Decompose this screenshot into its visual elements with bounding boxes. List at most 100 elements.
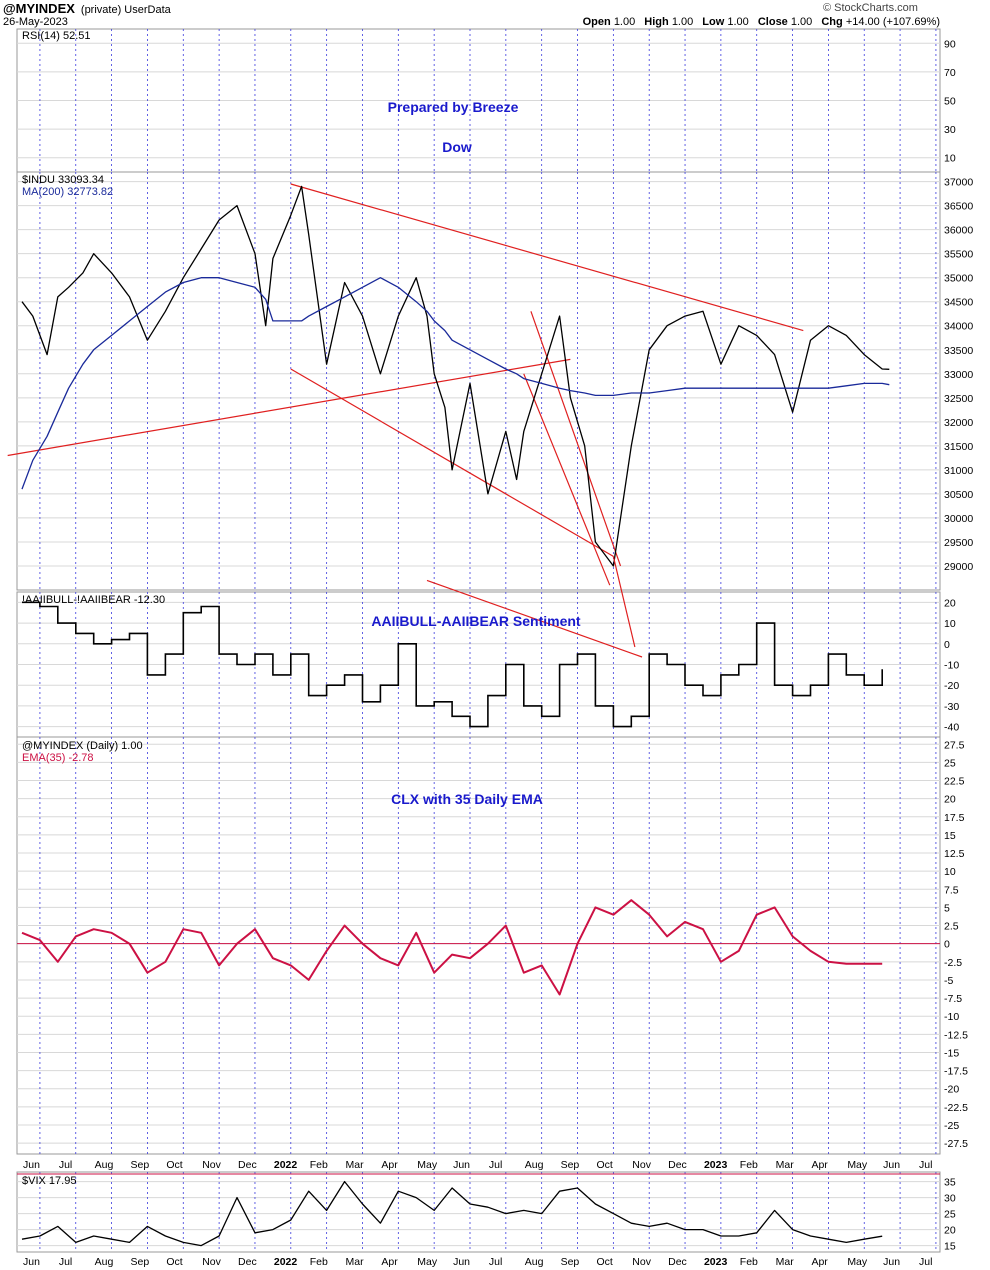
x-tick-label: Apr — [811, 1159, 828, 1171]
x-tick-label: Jun — [453, 1159, 470, 1171]
y-tick-label: 50 — [944, 96, 956, 108]
x-tick-label: Apr — [381, 1256, 398, 1268]
x-tick-label: Dec — [238, 1256, 257, 1268]
y-tick-label: 10 — [944, 618, 956, 630]
x-tick-label: Apr — [811, 1256, 828, 1268]
ema-legend: EMA(35) -2.78 — [22, 752, 94, 764]
y-tick-label: 30000 — [944, 513, 973, 525]
y-tick-label: -2.5 — [944, 957, 962, 969]
y-tick-label: 10 — [944, 866, 956, 878]
x-tick-label: Feb — [740, 1159, 758, 1171]
y-tick-label: -5 — [944, 975, 953, 987]
vix-series — [21, 1180, 883, 1247]
y-tick-label: 30 — [944, 1193, 956, 1205]
panel-frame-price — [16, 171, 941, 591]
trend-line-1 — [7, 358, 571, 457]
panel-frame-myindex — [16, 736, 941, 1155]
y-tick-label: 70 — [944, 67, 956, 79]
ohlc-high-key: High — [644, 16, 669, 28]
x-tick-label: Aug — [525, 1159, 544, 1171]
y-tick-label: 20 — [944, 597, 956, 609]
ohlc-close-value: 1.00 — [790, 16, 813, 28]
x-tick-label: May — [417, 1159, 438, 1171]
x-tick-label: May — [847, 1159, 868, 1171]
chart-date: 26-May-2023 — [3, 16, 68, 28]
x-tick-label: Jul — [919, 1159, 932, 1171]
x-tick-label: Jul — [919, 1256, 932, 1268]
chart-title: @MYINDEX (private) UserData — [3, 1, 171, 16]
y-tick-label: 27.5 — [944, 739, 965, 751]
ohlc-readout: Open 1.00 High 1.00 Low 1.00 Close 1.00 … — [577, 16, 940, 28]
y-tick-label: -22.5 — [944, 1102, 968, 1114]
y-tick-label: -20 — [944, 1084, 959, 1096]
y-tick-label: 35000 — [944, 273, 973, 285]
y-tick-label: 12.5 — [944, 848, 965, 860]
ema35-series — [21, 899, 883, 996]
ohlc-open-key: Open — [582, 16, 611, 28]
x-tick-label: Dec — [238, 1159, 257, 1171]
vix-legend: $VIX 17.95 — [22, 1175, 76, 1187]
annotation-prepared: Prepared by Breeze — [388, 99, 519, 115]
x-tick-label: Nov — [202, 1159, 221, 1171]
y-tick-label: -10 — [944, 660, 959, 672]
ma200-series — [21, 277, 890, 490]
x-tick-label: Aug — [525, 1256, 544, 1268]
y-tick-label: 36000 — [944, 225, 973, 237]
y-tick-label: 20 — [944, 794, 956, 806]
x-tick-label: Jul — [489, 1159, 502, 1171]
x-tick-label: 2022 — [274, 1256, 298, 1268]
x-tick-label: Oct — [166, 1256, 182, 1268]
y-tick-label: 0 — [944, 639, 950, 651]
x-tick-label: Dec — [668, 1256, 687, 1268]
y-tick-label: -17.5 — [944, 1066, 968, 1078]
x-tick-label: May — [847, 1256, 868, 1268]
trend-line-4 — [530, 311, 622, 567]
x-tick-label: 2023 — [704, 1256, 728, 1268]
stockcharts-brand: © StockCharts.com — [823, 2, 918, 14]
x-tick-label: Oct — [166, 1159, 182, 1171]
y-tick-label: 29000 — [944, 561, 973, 573]
ohlc-high-value: 1.00 — [671, 16, 694, 28]
ohlc-low-value: 1.00 — [727, 16, 749, 28]
panel-frame-vix — [16, 1171, 941, 1253]
y-tick-label: -30 — [944, 701, 959, 713]
trend-line-2 — [290, 183, 804, 332]
y-tick-label: 32000 — [944, 417, 973, 429]
y-tick-label: -7.5 — [944, 993, 962, 1005]
rsi-legend: RSI(14) 52.51 — [22, 30, 90, 42]
sentiment-series — [22, 601, 883, 728]
y-tick-label: 22.5 — [944, 776, 965, 788]
y-tick-label: 90 — [944, 38, 956, 50]
x-tick-label: Jun — [23, 1256, 40, 1268]
x-tick-label: Oct — [596, 1159, 612, 1171]
y-tick-label: -27.5 — [944, 1138, 968, 1150]
y-tick-label: 29500 — [944, 537, 973, 549]
ohlc-chg-value: +14.00 (+107.69%) — [845, 16, 940, 28]
y-tick-label: -15 — [944, 1047, 959, 1059]
y-tick-label: 7.5 — [944, 884, 959, 896]
annotation-clx: CLX with 35 Daily EMA — [391, 791, 543, 807]
x-tick-label: Nov — [632, 1159, 651, 1171]
x-tick-label: Jun — [883, 1159, 900, 1171]
y-tick-label: -10 — [944, 1011, 959, 1023]
y-tick-label: 15 — [944, 1241, 956, 1253]
x-tick-label: Jun — [23, 1159, 40, 1171]
y-tick-label: 34000 — [944, 321, 973, 333]
x-tick-label: 2022 — [274, 1159, 298, 1171]
annotation-sentiment: AAIIBULL-AAIIBEAR Sentiment — [371, 613, 581, 629]
symbol-label: @MYINDEX — [3, 1, 75, 16]
y-tick-label: 25 — [944, 757, 956, 769]
price-series — [21, 185, 890, 567]
y-tick-label: 33000 — [944, 369, 973, 381]
x-tick-label: Jun — [883, 1256, 900, 1268]
trend-line-3 — [290, 368, 614, 557]
x-tick-label: Jun — [453, 1256, 470, 1268]
y-tick-label: 37000 — [944, 177, 973, 189]
sentiment-legend: !AAIIBULL-!AAIIBEAR -12.30 — [22, 594, 165, 606]
price-legend: $INDU 33093.34 — [22, 174, 104, 186]
x-tick-label: Oct — [596, 1256, 612, 1268]
y-tick-label: 20 — [944, 1225, 956, 1237]
x-tick-label: Feb — [310, 1256, 328, 1268]
y-tick-label: 35500 — [944, 249, 973, 261]
trend-line-ext-1 — [612, 556, 636, 648]
